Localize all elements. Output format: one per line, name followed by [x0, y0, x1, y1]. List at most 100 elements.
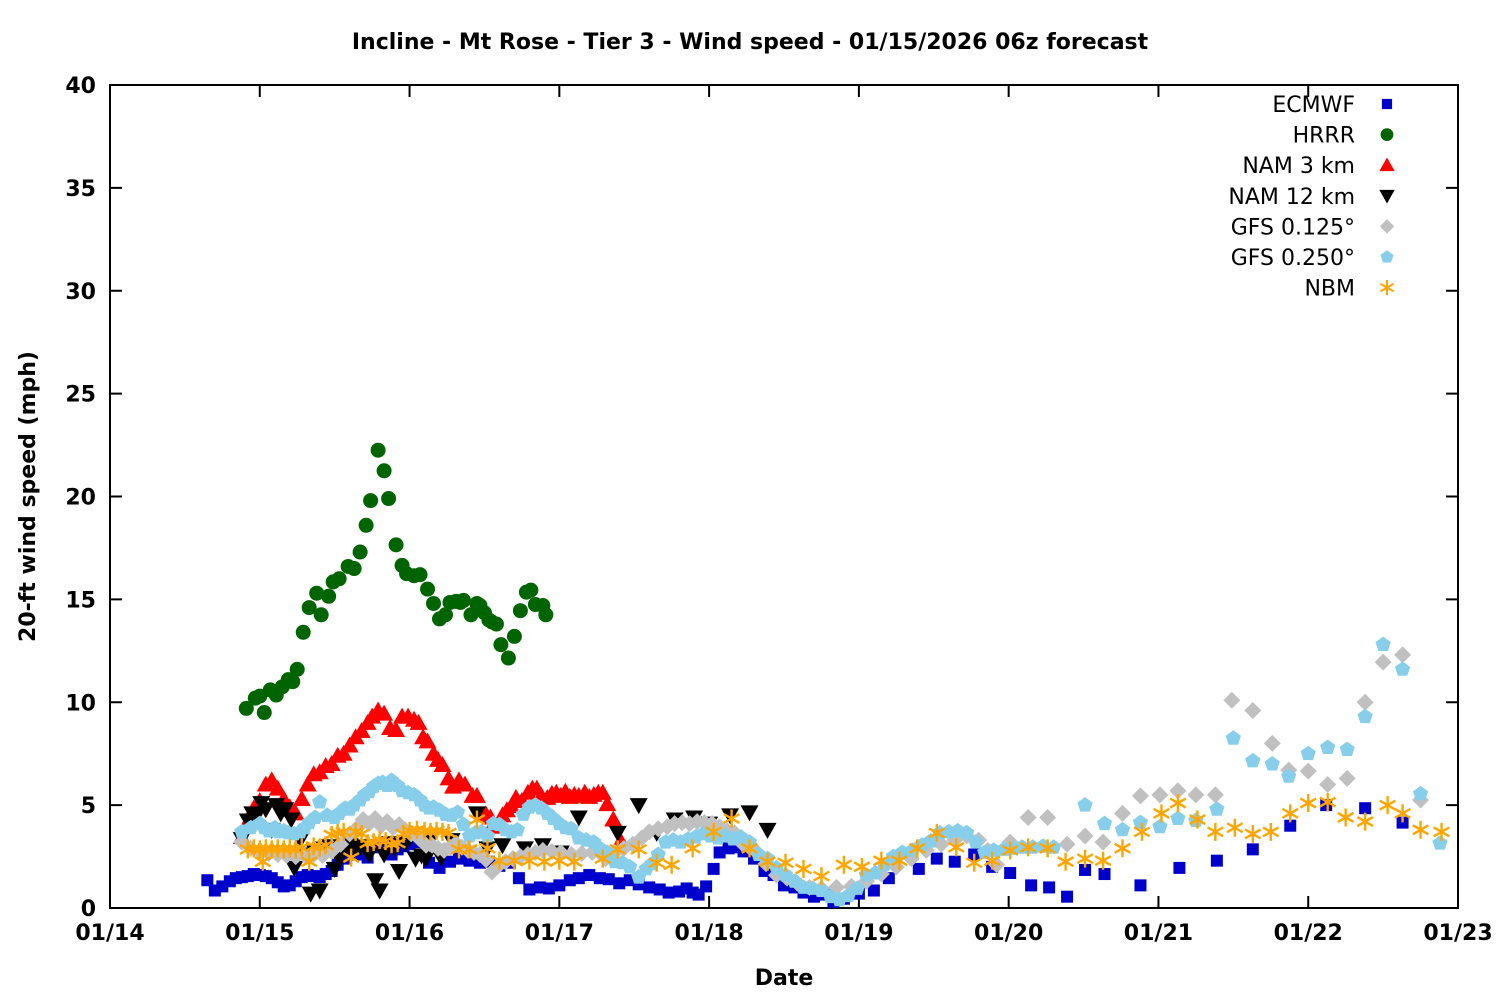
point-triangle-down	[285, 860, 304, 877]
y-tick-label: 15	[65, 588, 96, 613]
point-asterisk	[813, 870, 830, 882]
point-triangle-up	[375, 704, 394, 721]
point-diamond	[1094, 833, 1112, 851]
point-asterisk	[684, 842, 702, 854]
point-diamond	[1374, 653, 1392, 671]
y-tick-label: 0	[81, 897, 96, 922]
point-circle	[388, 537, 404, 553]
point-circle	[285, 674, 301, 690]
point-asterisk	[1169, 797, 1187, 809]
chart-title: Incline - Mt Rose - Tier 3 - Wind speed …	[351, 30, 1149, 55]
point-triangle-down	[390, 863, 409, 880]
point-square	[542, 882, 555, 895]
point-pentagon	[312, 794, 328, 809]
point-pentagon	[1281, 768, 1297, 783]
point-asterisk	[1188, 813, 1206, 826]
point-pentagon	[1432, 835, 1448, 850]
point-asterisk	[723, 812, 740, 825]
point-circle	[238, 700, 254, 716]
point-triangle-down	[375, 847, 394, 864]
point-triangle-up	[387, 721, 406, 738]
point-pentagon	[1225, 730, 1241, 745]
point-asterisk	[293, 841, 311, 853]
point-circle	[420, 581, 436, 597]
point-triangle-down	[310, 883, 329, 900]
point-diamond	[1299, 762, 1317, 780]
point-asterisk	[520, 855, 538, 867]
point-pentagon	[1077, 797, 1093, 812]
point-circle	[346, 561, 362, 577]
point-square	[643, 881, 656, 894]
point-asterisk	[705, 826, 722, 838]
legend-label: NBM	[1304, 277, 1355, 302]
point-triangle-up	[298, 775, 317, 792]
point-pentagon	[1264, 755, 1280, 771]
x-tick-label: 01/14	[75, 921, 144, 946]
point-triangle-down	[758, 822, 777, 839]
point-circle	[493, 637, 509, 653]
point-asterisk	[1226, 822, 1244, 834]
point-asterisk	[440, 827, 457, 839]
point-asterisk	[491, 855, 508, 867]
point-asterisk	[408, 824, 426, 836]
point-square	[1079, 863, 1092, 876]
y-tick-label: 40	[65, 74, 96, 99]
point-pentagon	[1412, 785, 1429, 801]
point-triangle-down	[370, 883, 389, 900]
point-asterisk	[759, 856, 776, 868]
point-asterisk	[1001, 844, 1019, 856]
x-tick-label: 01/22	[1274, 921, 1343, 946]
point-asterisk	[254, 856, 272, 868]
point-diamond	[1244, 701, 1262, 719]
point-triangle-up	[268, 779, 287, 796]
point-diamond	[1131, 787, 1149, 805]
point-triangle-up	[455, 775, 474, 792]
point-square	[602, 873, 615, 886]
y-tick-label: 25	[65, 383, 96, 408]
point-pentagon	[1300, 745, 1316, 761]
point-pentagon	[1339, 741, 1355, 757]
point-diamond	[1394, 646, 1412, 664]
point-diamond	[1076, 827, 1094, 845]
point-asterisk	[1133, 826, 1151, 838]
point-asterisk	[890, 855, 908, 867]
point-square	[1025, 879, 1038, 892]
point-square	[1098, 868, 1111, 881]
point-square	[433, 861, 446, 874]
point-triangle-down	[366, 873, 385, 890]
point-asterisk	[795, 863, 812, 875]
point-diamond	[1151, 786, 1169, 804]
legend-label: GFS 0.125°	[1231, 215, 1355, 240]
point-diamond	[332, 835, 350, 853]
point-triangle-up	[502, 797, 521, 814]
point-pentagon	[1096, 815, 1113, 831]
y-axis-label: 20-ft wind speed (mph)	[16, 351, 41, 642]
point-circle	[331, 571, 347, 587]
point-asterisk	[1057, 856, 1074, 868]
point-square	[1210, 854, 1223, 867]
point-diamond	[1206, 786, 1224, 804]
legend-label: HRRR	[1293, 124, 1355, 149]
point-pentagon	[849, 880, 865, 895]
y-tick-label: 20	[65, 486, 96, 511]
point-pentagon	[1170, 810, 1186, 825]
point-square	[707, 862, 720, 875]
point-pentagon	[1152, 818, 1168, 834]
point-asterisk	[1076, 853, 1094, 865]
point-circle	[313, 607, 329, 623]
point-diamond	[1169, 782, 1187, 800]
point-square	[1246, 843, 1259, 856]
x-axis-label: Date	[754, 966, 814, 991]
point-asterisk	[565, 856, 583, 868]
point-square	[700, 880, 713, 893]
point-asterisk	[1394, 807, 1411, 819]
point-pentagon	[479, 827, 496, 843]
point-circle	[412, 567, 428, 583]
point-triangle-up	[598, 795, 617, 812]
point-square	[1284, 819, 1297, 832]
point-diamond	[1058, 835, 1076, 853]
point-square	[583, 869, 596, 882]
point-triangle-down	[360, 847, 379, 864]
point-pentagon	[1114, 821, 1131, 837]
point-pentagon	[1380, 250, 1394, 263]
